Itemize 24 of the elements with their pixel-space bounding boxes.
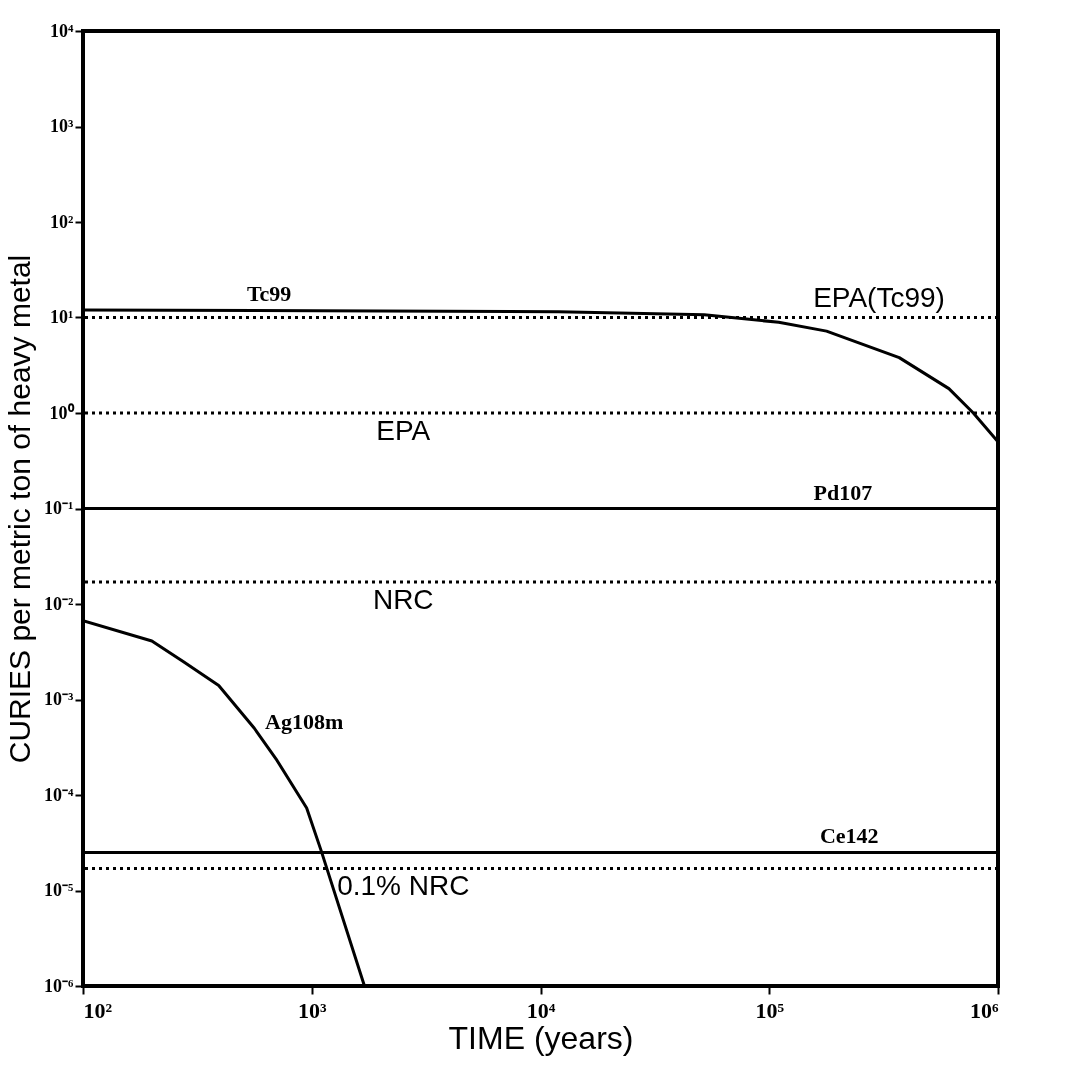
ref-line-label: EPA(Tc99): [813, 281, 945, 313]
ref-line-label: EPA: [376, 415, 431, 446]
x-tick-label: 10⁵: [755, 997, 785, 1023]
y-tick-label: 10³: [50, 116, 75, 136]
y-tick-label: 10⁰: [49, 402, 75, 423]
y-tick-label: 10⁻²: [44, 593, 74, 614]
ref-line-label: NRC: [372, 583, 434, 615]
y-tick-label: 10¹: [50, 307, 74, 327]
y-tick-label: 10⁴: [50, 20, 75, 41]
y-axis-title: CURIES per metric ton of heavy metal: [3, 254, 37, 764]
annotation: Tc99: [246, 280, 292, 306]
annotation: Ag108m: [265, 708, 344, 734]
y-tick-label: 10⁻³: [44, 689, 75, 709]
x-tick-label: 10²: [83, 997, 113, 1023]
ref-line-label: 0.1% NRC: [337, 870, 470, 902]
y-tick-label: 10⁻⁶: [44, 975, 75, 996]
y-tick-label: 10⁻⁵: [44, 880, 75, 900]
x-tick-label: 10⁶: [969, 997, 999, 1023]
y-tick-label: 10²: [50, 211, 74, 232]
annotation: Pd107: [813, 479, 873, 505]
y-tick-label: 10⁻⁴: [44, 784, 75, 805]
y-tick-label: 10⁻¹: [44, 498, 74, 518]
annotation: Ce142: [819, 823, 879, 849]
x-tick-label: 10³: [297, 997, 327, 1023]
